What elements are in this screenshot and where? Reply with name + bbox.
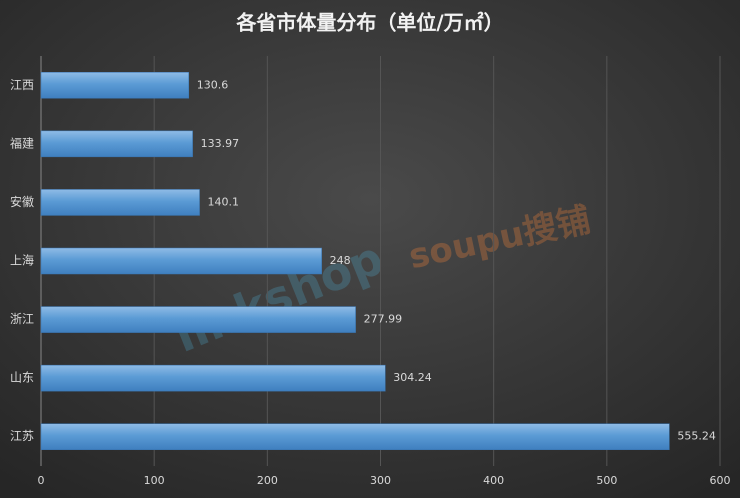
x-tick-label: 400 xyxy=(483,474,504,487)
bar xyxy=(40,423,670,450)
y-tick-label: 上海 xyxy=(10,253,34,268)
bar xyxy=(40,247,322,275)
x-tick-label: 300 xyxy=(370,474,391,487)
bar xyxy=(40,72,190,99)
y-tick-label: 安徽 xyxy=(10,194,34,209)
x-tick-label: 600 xyxy=(710,474,731,487)
y-tick-label: 山东 xyxy=(10,371,34,385)
data-label: 140.1 xyxy=(208,195,240,208)
bar xyxy=(40,189,200,216)
data-label: 555.24 xyxy=(677,430,716,443)
data-label: 248 xyxy=(330,254,351,267)
x-tick-label: 500 xyxy=(596,474,617,487)
bar xyxy=(40,364,386,392)
x-tick-label: 100 xyxy=(144,474,165,487)
bar xyxy=(40,306,356,333)
bar xyxy=(40,130,193,158)
data-label: 133.97 xyxy=(201,137,240,150)
x-tick-label: 0 xyxy=(38,474,45,487)
y-tick-label: 福建 xyxy=(10,135,34,150)
y-tick-label: 江西 xyxy=(10,78,34,92)
y-tick-label: 江苏 xyxy=(10,429,34,443)
y-tick-label: 浙江 xyxy=(10,312,34,326)
chart-title: 各省市体量分布（单位/万㎡） xyxy=(235,11,503,35)
data-label: 277.99 xyxy=(364,313,403,326)
data-label: 130.6 xyxy=(197,78,229,91)
data-label: 304.24 xyxy=(393,371,432,384)
x-tick-label: 200 xyxy=(257,474,278,487)
